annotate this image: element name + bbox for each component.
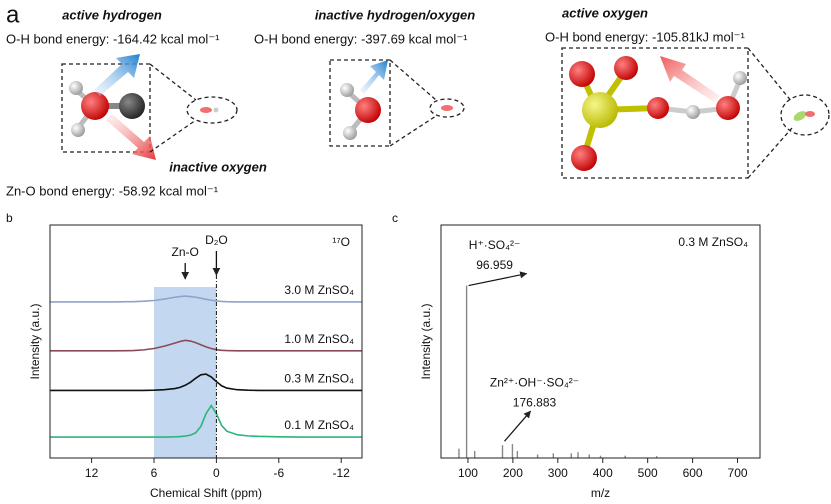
annotation-arrow <box>468 271 528 287</box>
annotation: H⁺·SO₄²⁻ <box>469 238 521 252</box>
frame <box>561 47 749 179</box>
x-tick-label: 6 <box>151 466 158 480</box>
note: 0.3 M ZnSO₄ <box>678 235 748 249</box>
panel-label: b <box>6 211 13 225</box>
x-tick-label: 12 <box>85 466 99 480</box>
molecule <box>569 56 747 171</box>
molecule <box>340 60 388 140</box>
panel-a: a active hydrogen O-H bond energy: -164.… <box>6 1 830 198</box>
annotation-value: 176.883 <box>513 395 557 409</box>
y-axis-label: Intensity (a.u.) <box>419 303 433 379</box>
energy: Zn-O bond energy: -58.92 kcal mol⁻¹ <box>6 183 219 198</box>
annotation-arrow <box>504 410 531 442</box>
spectrum <box>50 404 362 438</box>
label: active hydrogen <box>62 7 162 22</box>
series-label: 3.0 M ZnSO₄ <box>284 283 354 297</box>
x-tick-label: -12 <box>333 466 351 480</box>
panel-label: a <box>6 1 20 28</box>
x-tick-label: 300 <box>548 466 568 480</box>
annotation: D₂O <box>205 233 228 247</box>
y-axis-label: Intensity (a.u.) <box>28 303 42 379</box>
x-tick-label: -6 <box>273 466 284 480</box>
x-tick-label: 400 <box>593 466 613 480</box>
series-label: 0.3 M ZnSO₄ <box>284 372 354 386</box>
plot-frame <box>49 224 363 459</box>
x-axis-label: Chemical Shift (ppm) <box>150 486 262 500</box>
frame <box>61 63 151 153</box>
x-tick-label: 500 <box>638 466 658 480</box>
label: inactive hydrogen/oxygen <box>315 7 475 22</box>
label: active oxygen <box>562 5 648 20</box>
panel-label: c <box>392 211 398 225</box>
energy: O-H bond energy: -397.69 kcal mol⁻¹ <box>254 31 468 46</box>
shaded-region <box>154 287 217 458</box>
x-tick-label: 100 <box>458 466 478 480</box>
annotation-value: 96.959 <box>476 258 513 272</box>
energy: O-H bond energy: -164.42 kcal mol⁻¹ <box>6 31 220 46</box>
spectrum <box>50 373 362 392</box>
plot-frame <box>440 224 761 459</box>
annotation: Zn-O <box>172 245 199 259</box>
annotation: Zn²⁺·OH⁻·SO₄²⁻ <box>490 375 579 389</box>
spectrum <box>50 339 362 352</box>
frame <box>329 59 391 147</box>
x-tick-label: 0 <box>213 466 220 480</box>
label: inactive oxygen <box>169 159 267 174</box>
x-tick-label: 600 <box>683 466 703 480</box>
x-tick-label: 700 <box>728 466 748 480</box>
energy: O-H bond energy: -105.81kJ mol⁻¹ <box>545 29 745 44</box>
molecule <box>69 54 156 160</box>
x-tick-label: 200 <box>503 466 523 480</box>
x-axis-label: m/z <box>591 486 610 500</box>
spectrum <box>50 295 362 303</box>
note: ¹⁷O <box>332 235 350 249</box>
series-label: 1.0 M ZnSO₄ <box>284 332 354 346</box>
series-label: 0.1 M ZnSO₄ <box>284 418 354 432</box>
